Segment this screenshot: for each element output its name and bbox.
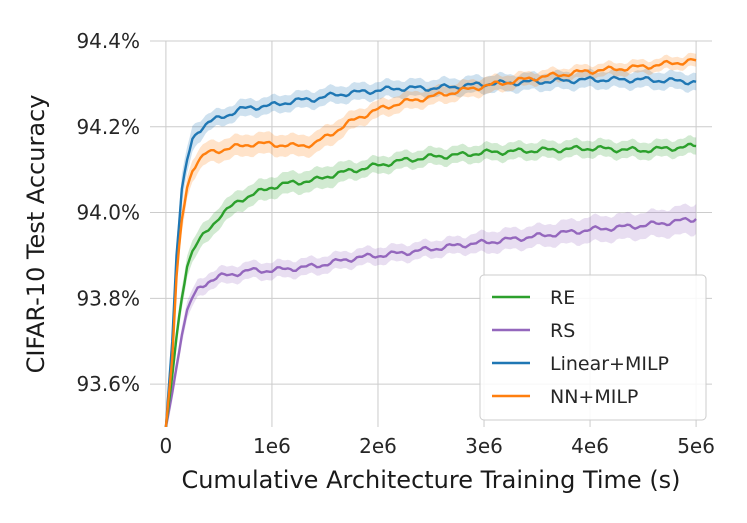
- x-axis-label: Cumulative Architecture Training Time (s…: [181, 466, 680, 494]
- y-tick-label: 93.6%: [76, 372, 140, 396]
- series-line-linear-milp: [164, 75, 697, 427]
- x-tick-label: 3e6: [465, 434, 503, 458]
- y-tick-label: 94.2%: [76, 115, 140, 139]
- x-tick-label: 0: [160, 434, 173, 458]
- legend-label-nn-milp: NN+MILP: [550, 386, 638, 408]
- series-line-rs: [164, 216, 697, 427]
- tick-labels: 0 1e6 2e6 3e6 4e6 5e6 93.6% 93.8% 94.0% 94.2% 94.4…: [76, 29, 715, 458]
- y-axis-label: CIFAR-10 Test Accuracy: [22, 95, 50, 374]
- legend-entries: RE RS Linear+MILP NN+MILP: [492, 287, 669, 408]
- x-tick-label: 5e6: [677, 434, 715, 458]
- series-line-re: [164, 142, 697, 427]
- y-tick-label: 94.0%: [76, 201, 140, 225]
- legend-label-linear-milp: Linear+MILP: [550, 353, 669, 375]
- y-tick-label: 94.4%: [76, 29, 140, 53]
- y-tick-label: 93.8%: [76, 286, 140, 310]
- x-tick-label: 2e6: [359, 434, 397, 458]
- x-tick-label: 1e6: [253, 434, 291, 458]
- legend-label-rs: RS: [550, 320, 575, 342]
- legend-box: [479, 274, 707, 421]
- legend-label-re: RE: [550, 287, 575, 309]
- x-tick-label: 4e6: [571, 434, 609, 458]
- legend: RE RS Linear+MILP NN+MILP: [479, 274, 707, 421]
- series-line-nn-milp: [164, 57, 697, 427]
- grid: [150, 40, 712, 427]
- series-lines: [164, 57, 697, 427]
